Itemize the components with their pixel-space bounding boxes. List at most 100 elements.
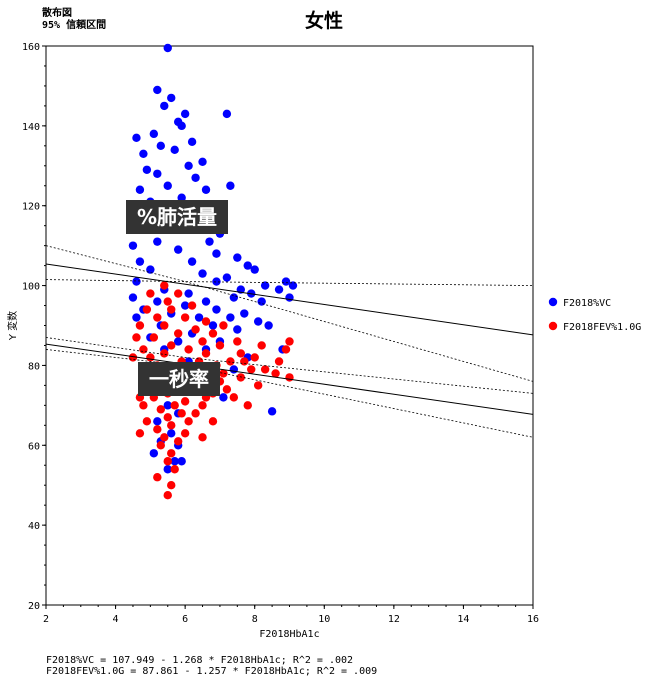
data-point [184, 161, 193, 170]
data-point [153, 237, 162, 246]
data-point [153, 169, 162, 178]
data-point [250, 265, 259, 274]
x-axis-label: F2018HbA1c [259, 629, 319, 640]
data-point [160, 349, 169, 358]
data-point [163, 413, 172, 422]
data-point [191, 409, 200, 418]
data-point [229, 365, 239, 374]
y-tick-label: 60 [28, 441, 40, 452]
data-point [201, 185, 211, 194]
data-point [233, 253, 242, 262]
data-point [236, 373, 245, 382]
data-point [187, 301, 197, 310]
data-point [243, 261, 252, 270]
data-point [156, 441, 165, 450]
data-point [222, 109, 232, 119]
data-point [146, 289, 155, 298]
data-point [180, 429, 190, 438]
data-point [260, 281, 270, 290]
data-point [170, 401, 179, 410]
data-point [160, 433, 169, 442]
data-point [173, 289, 183, 298]
data-point [177, 457, 186, 466]
y-tick-label: 80 [28, 361, 40, 372]
data-point [281, 345, 291, 354]
data-point [274, 285, 284, 294]
data-point [135, 429, 145, 438]
data-point [194, 313, 204, 322]
data-point [253, 317, 263, 326]
data-point [160, 321, 169, 330]
data-point [229, 393, 239, 402]
data-point [132, 333, 141, 342]
data-point [146, 265, 155, 274]
chart-subtitle-scatter: 散布図 [42, 8, 72, 19]
data-point [132, 277, 141, 286]
data-point [156, 405, 165, 414]
data-point [281, 277, 291, 286]
data-point [177, 121, 186, 131]
chart-subtitle-ci: 95% 信頼区間 [42, 20, 107, 31]
data-point [149, 129, 159, 139]
chart-title: 女性 [304, 10, 343, 32]
y-tick-label: 120 [22, 202, 40, 213]
data-point [139, 345, 148, 354]
annotation-fev: 一秒率 [138, 362, 220, 396]
data-point [173, 329, 183, 338]
data-point [285, 373, 294, 382]
data-point [132, 313, 141, 322]
data-point [167, 429, 176, 438]
data-point [170, 145, 179, 155]
data-point [163, 401, 172, 410]
data-point [173, 437, 183, 446]
y-tick-label: 160 [22, 42, 40, 53]
data-point [153, 425, 162, 434]
data-point [250, 353, 259, 362]
data-point [167, 421, 176, 430]
data-point [198, 157, 207, 166]
x-tick-label: 4 [113, 614, 119, 625]
data-point [274, 357, 284, 366]
data-point [264, 321, 273, 330]
data-point [257, 297, 266, 306]
data-point [163, 490, 172, 500]
data-point [222, 385, 232, 394]
data-point [153, 473, 162, 482]
data-point [187, 137, 197, 147]
data-point [212, 249, 221, 258]
data-point [153, 85, 162, 95]
ci-upper-fev [46, 337, 533, 394]
data-point [208, 329, 218, 338]
data-point [201, 349, 211, 358]
data-point [146, 353, 155, 362]
data-point [180, 109, 190, 119]
data-point [208, 321, 218, 330]
data-point [267, 407, 277, 416]
data-point [177, 409, 186, 418]
data-point [149, 449, 159, 458]
data-point [163, 465, 172, 474]
data-point [149, 333, 159, 342]
data-point [160, 281, 169, 290]
data-point [170, 465, 179, 474]
x-tick-label: 10 [318, 614, 330, 625]
data-point [198, 401, 207, 410]
legend-marker-fev [548, 321, 558, 331]
data-point [128, 293, 138, 302]
data-point [201, 317, 211, 326]
legend-label-fev: F2018FEV%1.0G [563, 322, 641, 333]
y-tick-label: 40 [28, 521, 40, 532]
y-tick-label: 20 [28, 601, 40, 612]
data-point [177, 193, 186, 202]
regression-equation-vc: F2018%VC = 107.949 - 1.268 * F2018HbA1c;… [46, 655, 354, 666]
data-point [187, 257, 197, 266]
data-point [180, 301, 190, 310]
data-point [215, 341, 225, 350]
ci-lower-fev [46, 349, 533, 438]
series-vc-points [128, 43, 298, 474]
data-point [191, 325, 200, 334]
y-tick-label: 140 [22, 122, 40, 133]
x-tick-label: 14 [457, 614, 469, 625]
data-point [153, 417, 162, 426]
annotation-vc: %肺活量 [126, 200, 229, 234]
